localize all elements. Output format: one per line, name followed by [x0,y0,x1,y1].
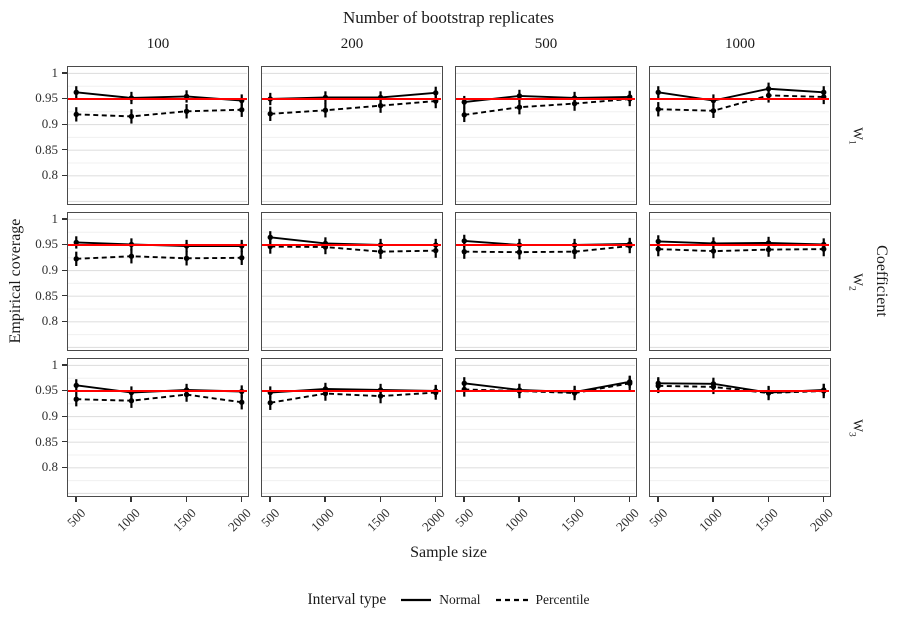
facet-panel-W1-100 [67,66,249,205]
facet-panel-W3-100 [67,358,249,497]
facet-panel-W3-1000 [649,358,831,497]
y-tick-mark [62,243,67,246]
y-tick-label: 0.9 [41,408,58,424]
facet-panel-W2-500 [455,212,637,351]
x-tick-label: 2000 [612,505,642,535]
y-tick-mark [62,364,67,366]
facet-row-label: W1 [846,126,866,145]
x-tick-mark [324,497,326,502]
y-tick-mark [62,389,67,392]
facet-column-label: 100 [146,36,170,52]
facet-panel-W2-200 [261,212,443,351]
x-tick-mark [185,497,187,502]
legend-title: Interval type [307,591,387,608]
y-tick-label: 1 [51,64,59,80]
legend-item-normal: Normal [400,592,481,608]
facet-panel-W1-200 [261,66,443,205]
x-tick-label: 1000 [308,505,338,535]
y-tick-label: 0.95 [35,382,58,398]
x-axis-title: Sample size [410,544,487,561]
y-axis-title: Empirical coverage [7,218,24,344]
x-tick-mark [518,497,520,502]
y-tick-mark [62,269,67,271]
facet-panel-W1-500 [455,66,637,205]
facet-panel-W3-500 [455,358,637,497]
y-tick-label: 0.8 [41,313,58,329]
legend: Interval type Normal Percentile [0,591,897,609]
x-tick-mark [573,497,575,502]
x-tick-label: 1000 [502,505,532,535]
dashed-line-key-icon [495,598,528,602]
x-tick-label: 500 [645,505,671,530]
x-tick-label: 2000 [418,505,448,535]
facet-column-title: Number of bootstrap replicates [342,8,554,27]
x-tick-mark [130,497,132,502]
legend-label: Normal [439,592,481,607]
x-tick-label: 2000 [224,505,254,535]
y-tick-label: 1 [51,356,59,372]
x-tick-label: 1000 [696,505,726,535]
y-tick-mark [62,174,67,177]
y-tick-label: 0.95 [35,236,58,252]
x-tick-mark [712,497,714,502]
x-tick-label: 500 [63,505,89,530]
y-tick-mark [62,466,67,469]
x-tick-label: 500 [451,505,477,530]
y-tick-mark [62,149,67,151]
facet-row-title: Coefficient [873,245,890,317]
x-tick-mark [657,497,659,502]
y-tick-mark [62,97,67,100]
x-tick-mark [628,497,631,502]
legend-item-percentile: Percentile [495,592,590,608]
y-tick-label: 0.8 [41,167,58,183]
facet-column-label: 200 [340,36,364,52]
y-tick-label: 1 [51,210,59,226]
y-tick-mark [62,72,67,74]
x-tick-mark [379,497,381,502]
facet-panel-W1-1000 [649,66,831,205]
facet-panel-W3-200 [261,358,443,497]
y-tick-mark [62,320,67,323]
x-tick-mark [767,497,769,502]
legend-label: Percentile [535,592,590,607]
facet-column-label: 1000 [725,36,755,52]
x-tick-mark [269,497,271,502]
y-tick-mark [62,415,67,417]
x-tick-mark [434,497,437,502]
x-tick-label: 1500 [557,505,587,535]
x-tick-mark [463,497,465,502]
x-tick-mark [822,497,825,502]
x-tick-label: 1500 [751,505,781,535]
x-tick-label: 1000 [114,505,144,535]
facet-column-label: 500 [534,36,558,52]
y-tick-label: 0.9 [41,262,58,278]
x-tick-label: 2000 [806,505,836,535]
y-tick-label: 0.9 [41,116,58,132]
y-tick-label: 0.95 [35,90,58,106]
x-tick-mark [75,497,77,502]
y-tick-mark [62,441,67,443]
y-tick-mark [62,295,67,297]
y-tick-label: 0.8 [41,459,58,475]
y-tick-mark [62,218,67,220]
y-tick-label: 0.85 [35,433,58,449]
y-tick-mark [62,123,67,125]
x-tick-mark [240,497,243,502]
solid-line-key-icon [401,598,432,602]
y-tick-label: 0.85 [35,141,58,157]
facet-panel-W2-1000 [649,212,831,351]
y-tick-label: 0.85 [35,287,58,303]
x-tick-label: 1500 [169,505,199,535]
facet-panel-W2-100 [67,212,249,351]
facet-row-label: W2 [846,272,866,291]
facet-row-label: W3 [846,418,866,437]
x-tick-label: 1500 [363,505,393,535]
x-tick-label: 500 [257,505,283,530]
